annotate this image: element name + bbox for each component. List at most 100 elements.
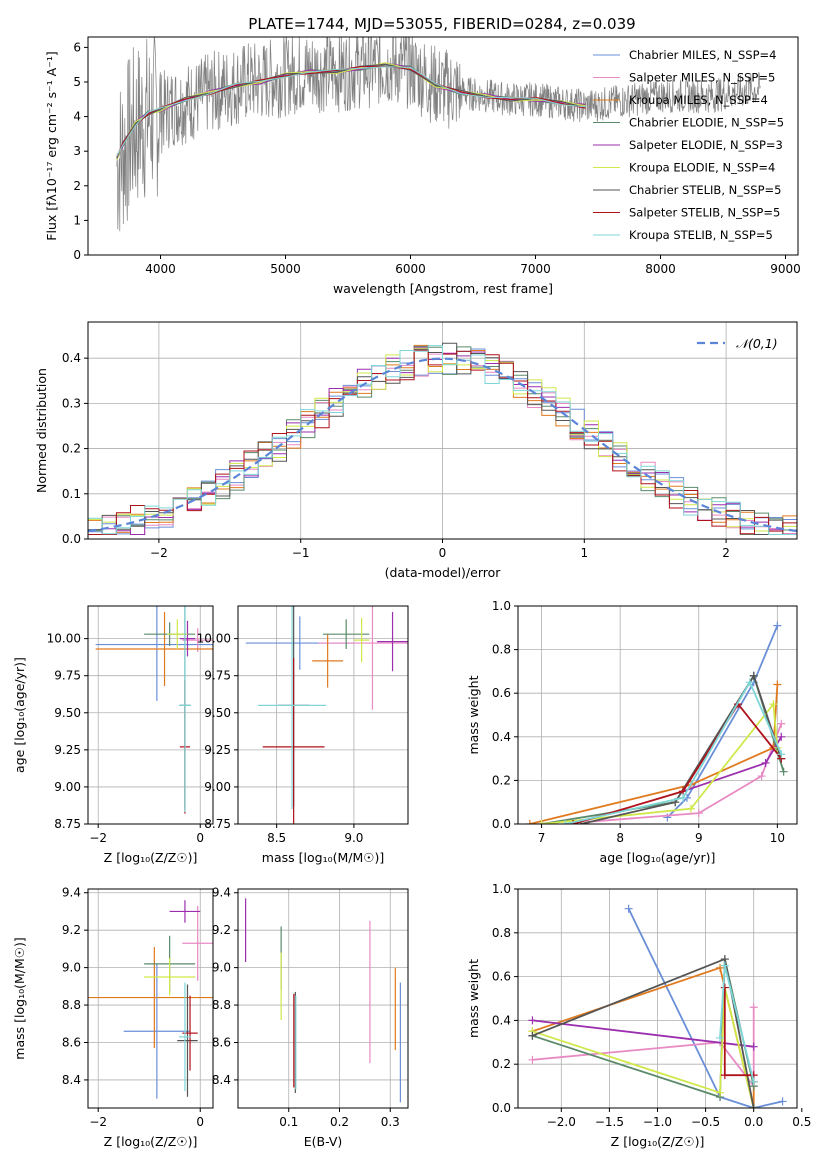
x-tick-label: −2.0: [547, 1115, 576, 1129]
y-tick-label: 3: [73, 144, 81, 158]
legend-label-normal: 𝒩(0,1): [736, 336, 778, 351]
y-tick-label: 0.0: [492, 1101, 511, 1115]
series-marker-8: [679, 793, 688, 802]
chart-age_vs_Z: −2 0 8.75 9.00 9.25 9.50 9.75 10.00 Z [log₁₀(Z/Z…: [12, 605, 214, 865]
chart-mass_vs_ebv: 0.1 0.2 0.3 8.4 8.6 8.8 9.0 9.2 9.4 E(B-V): [212, 886, 409, 1149]
y-tick-label: 9.2: [62, 923, 81, 937]
y-axis-label: Flux [fλ10⁻¹⁷ erg cm⁻² s⁻¹ A⁻¹]: [44, 51, 59, 240]
y-tick-label: 10.00: [47, 632, 81, 646]
y-tick-label: 1.0: [492, 882, 511, 896]
x-tick-label: −0.5: [691, 1115, 720, 1129]
series-line-1: [588, 723, 783, 823]
x-tick-label: 4000: [145, 262, 176, 276]
x-axis-label: mass [log₁₀(M/M☉)]: [262, 850, 384, 865]
x-tick-label: 9.0: [344, 831, 363, 845]
plot-area: [518, 606, 797, 824]
legend-label-0: Chabrier MILES, N_SSP=4: [629, 48, 776, 62]
x-tick-label: 7: [538, 831, 546, 845]
y-tick-label: 6: [73, 40, 81, 54]
series-marker-1: [694, 809, 703, 818]
series-line-0: [666, 625, 779, 819]
y-tick-label: 9.25: [204, 743, 231, 757]
series-marker-1: [528, 1055, 537, 1064]
series-marker-0: [624, 904, 633, 913]
legend: Chabrier MILES, N_SSP=4 Salpeter MILES, N…: [593, 48, 784, 242]
axes-frame: [237, 888, 409, 1109]
x-axis-label: age [log₁₀(age/yr)]: [600, 850, 716, 865]
x-axis-label: wavelength [Angstrom, rest frame]: [333, 281, 553, 296]
x-tick-label: 6000: [395, 262, 426, 276]
series-marker-6: [749, 1104, 758, 1108]
axes-frame: [87, 36, 799, 256]
series-marker-5: [537, 820, 546, 824]
series-marker-4: [528, 1016, 537, 1025]
y-tick-label: 0.1: [62, 487, 81, 501]
series-marker-2: [716, 963, 725, 972]
x-tick-label: 9000: [770, 262, 801, 276]
x-axis-label: Z [log₁₀(Z/Z☉)]: [104, 1134, 198, 1149]
y-axis-label: mass [log₁₀(M/M☉)]: [12, 937, 27, 1059]
series-marker-4: [777, 732, 786, 741]
y-tick-label: 9.00: [54, 780, 81, 794]
series-marker-1: [777, 719, 786, 728]
plot-area: [88, 889, 213, 1108]
x-tick-label: 0.5: [792, 1115, 811, 1129]
legend-label-4: Salpeter ELODIE, N_SSP=3: [629, 138, 783, 152]
series-marker-4: [761, 758, 770, 767]
series-marker-1: [757, 772, 766, 781]
series-marker-7: [720, 1071, 729, 1080]
y-axis-label: mass weight: [466, 675, 481, 754]
series-marker-0: [778, 1097, 787, 1106]
legend-label-5: Kroupa ELODIE, N_SSP=4: [629, 161, 775, 175]
x-axis-label: Z [log₁₀(Z/Z☉)]: [104, 850, 198, 865]
x-tick-label: 8.5: [267, 831, 286, 845]
y-tick-label: 0.4: [492, 1013, 511, 1027]
axes-frame: [87, 888, 214, 1109]
y-axis-label: age [log₁₀(age/yr)]: [12, 657, 27, 773]
x-tick-label: −2: [89, 1115, 107, 1129]
series-marker-5: [716, 1088, 725, 1097]
series-marker-4: [749, 1042, 758, 1051]
x-axis-label: (data-model)/error: [385, 565, 502, 580]
y-tick-label: 4: [73, 110, 81, 124]
y-tick-label: 0.6: [492, 970, 511, 984]
y-tick-label: 0.3: [62, 396, 81, 410]
y-tick-label: 0: [73, 248, 81, 262]
series-marker-5: [686, 804, 695, 813]
y-tick-label: 9.25: [54, 743, 81, 757]
y-tick-label: 9.4: [62, 886, 81, 900]
x-axis-label: E(B-V): [304, 1134, 343, 1149]
chart-age_vs_mass: 8.5 9.0 8.75 9.00 9.25 9.50 9.75 10.00 mass [log…: [197, 605, 409, 865]
x-tick-label: −2: [150, 546, 168, 560]
x-tick-label: 9: [695, 831, 703, 845]
legend-label-7: Salpeter STELIB, N_SSP=5: [629, 206, 780, 220]
x-tick-label: 8: [616, 831, 624, 845]
x-tick-label: 7000: [520, 262, 551, 276]
y-tick-label: 8.4: [62, 1073, 81, 1087]
series-line-5: [532, 987, 755, 1108]
x-tick-label: 0: [196, 1115, 204, 1129]
y-tick-label: 8.6: [62, 1035, 81, 1049]
page-title: PLATE=1744, MJD=53055, FIBERID=0284, z=0…: [248, 15, 635, 33]
x-tick-label: 0.2: [330, 1115, 349, 1129]
model-line-7: [116, 65, 586, 157]
x-tick-label: −1: [292, 546, 310, 560]
x-tick-label: −1.0: [643, 1115, 672, 1129]
y-tick-label: 9.0: [212, 961, 231, 975]
axes-frame: [517, 605, 798, 825]
series-marker-5: [769, 700, 778, 709]
y-tick-label: 0.8: [492, 643, 511, 657]
y-tick-label: 2: [73, 179, 81, 193]
legend-label-6: Chabrier STELIB, N_SSP=5: [629, 183, 781, 197]
histogram-5: [88, 347, 797, 535]
axes-frame: [237, 605, 409, 825]
series-marker-6: [749, 671, 758, 680]
normal-curve: [88, 357, 797, 533]
chart-residuals: 𝒩(0,1) −2 −1 0 1 2 0.0 0.1 0.2 0.3 0.4 (data-model)…: [34, 321, 798, 580]
histogram-8: [88, 345, 797, 535]
x-tick-label: 5000: [270, 262, 301, 276]
y-tick-label: 8.8: [212, 998, 231, 1012]
x-tick-label: 2: [722, 546, 730, 560]
y-tick-label: 10.00: [197, 632, 231, 646]
